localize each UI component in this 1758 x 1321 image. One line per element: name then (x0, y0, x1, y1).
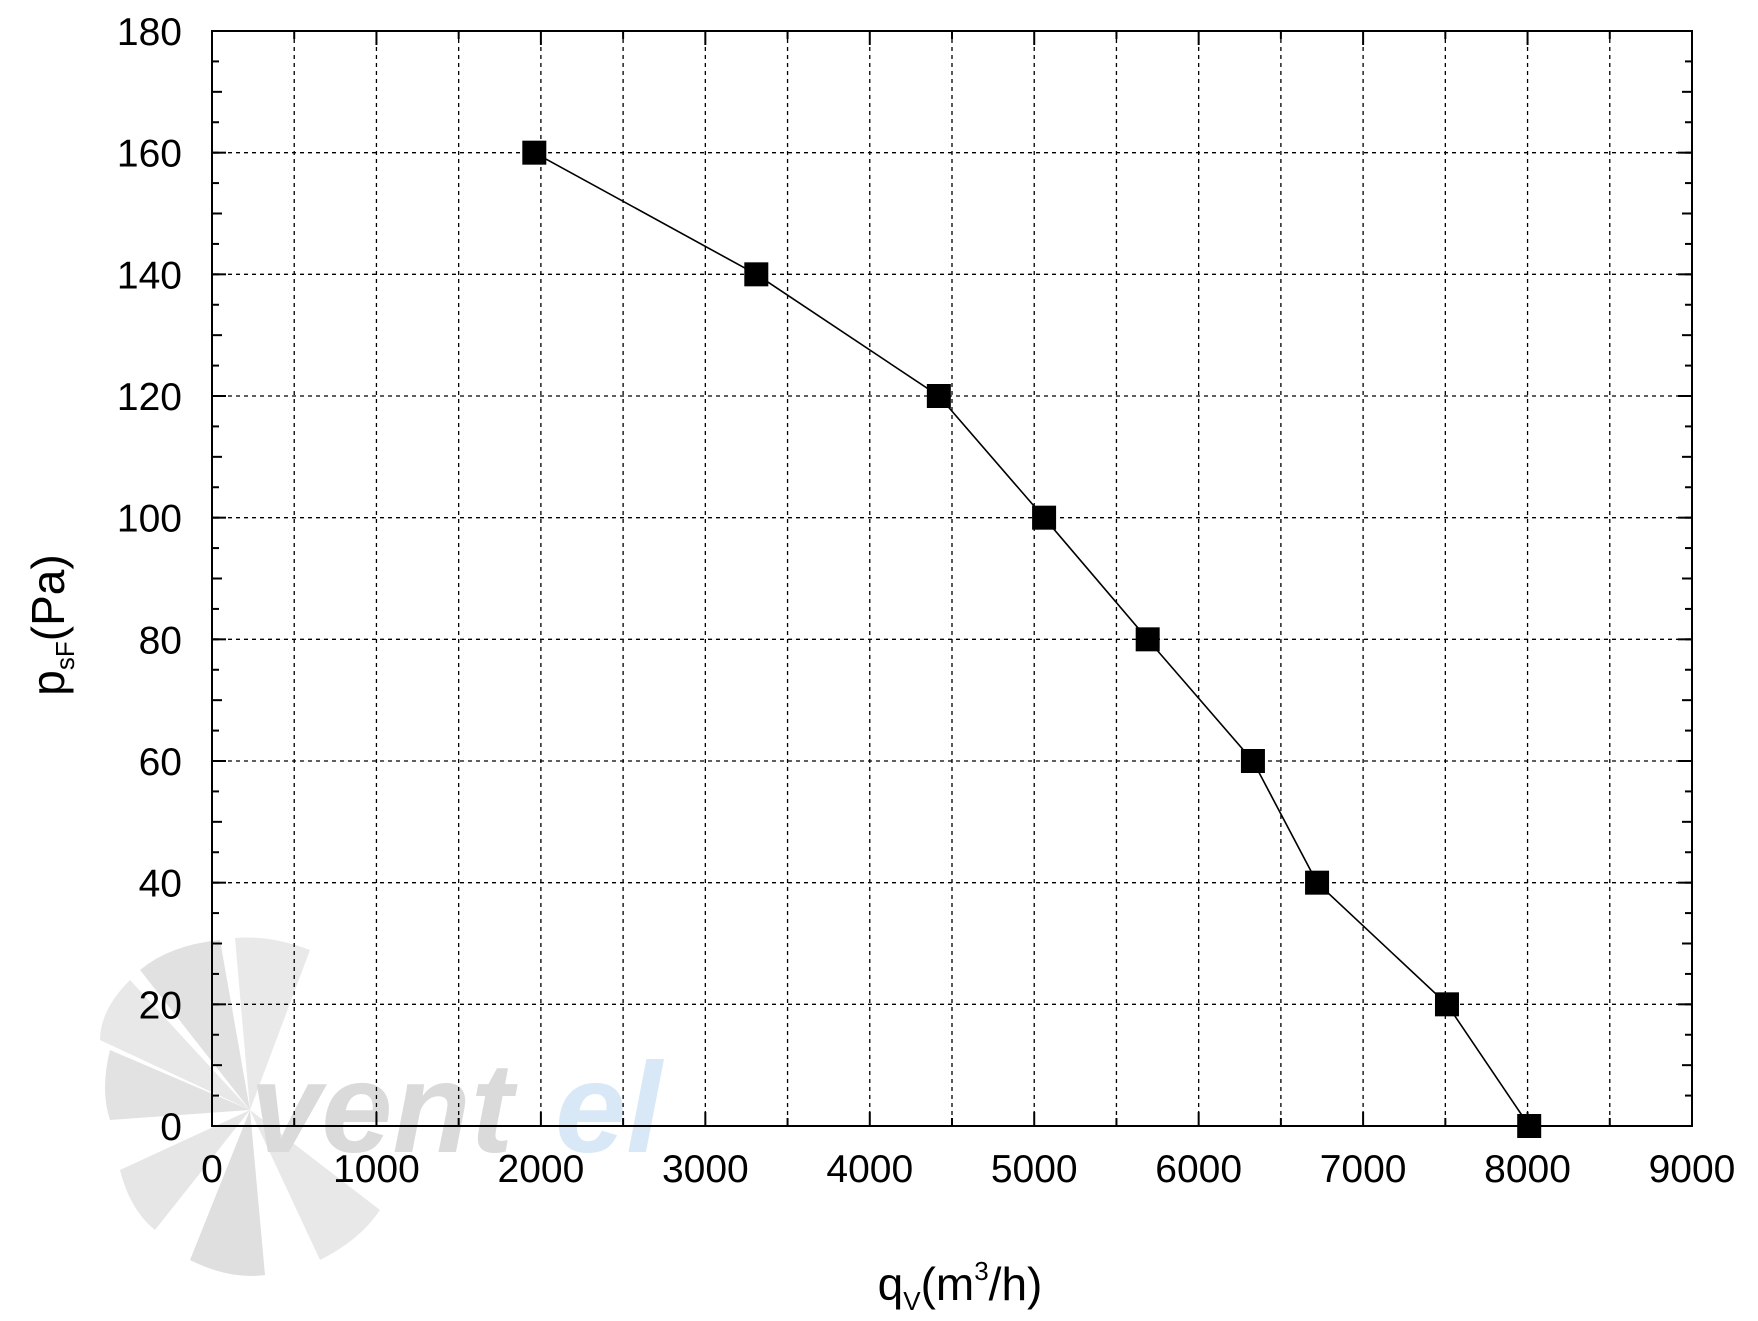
y-tick-label: 140 (117, 254, 182, 297)
x-tick-label: 0 (201, 1148, 223, 1191)
y-tick-label: 60 (139, 741, 182, 784)
x-tick-labels: 0 1000 2000 3000 4000 5000 6000 7000 8000 9000 (201, 1148, 1735, 1191)
x-tick-label: 3000 (662, 1148, 749, 1191)
y-tick-label: 20 (139, 984, 182, 1027)
y-tick-label: 160 (117, 133, 182, 176)
x-tick-label: 6000 (1155, 1148, 1242, 1191)
data-point-marker (744, 262, 769, 287)
x-tick-label: 7000 (1320, 1148, 1407, 1191)
x-tick-label: 1000 (333, 1148, 420, 1191)
x-tick-label: 2000 (498, 1148, 585, 1191)
y-tick-label: 40 (139, 863, 182, 906)
x-axis-title: qV(m3/h) (878, 1256, 1043, 1316)
y-tick-label: 180 (117, 11, 182, 54)
watermark-text-blue: el (555, 1037, 664, 1180)
y-tick-label: 0 (160, 1106, 182, 1149)
data-point-marker (1135, 627, 1160, 652)
y-tick-label: 120 (117, 376, 182, 419)
axis-ticks (211, 30, 1693, 1127)
y-tick-label: 80 (139, 619, 182, 662)
x-tick-label: 5000 (991, 1148, 1078, 1191)
data-point-marker (1240, 749, 1265, 773)
data-point-marker (1517, 1114, 1542, 1138)
series-1 (522, 140, 1542, 1138)
x-tick-label: 8000 (1484, 1148, 1571, 1191)
watermark-logo: vent el (100, 937, 664, 1276)
y-tick-labels: 0 20 40 60 80 100 120 140 160 180 (117, 11, 182, 1149)
watermark-text-gray: vent (250, 1037, 518, 1180)
grid-lines (212, 31, 1692, 1126)
data-point-marker (1032, 505, 1057, 530)
y-axis-title: psF(Pa) (22, 554, 80, 695)
data-point-marker (522, 140, 547, 165)
data-point-marker (1305, 870, 1330, 895)
data-point-marker (926, 384, 951, 408)
x-tick-label: 4000 (826, 1148, 913, 1191)
y-tick-label: 100 (117, 498, 182, 541)
data-point-marker (1434, 992, 1459, 1017)
x-tick-label: 9000 (1649, 1148, 1736, 1191)
